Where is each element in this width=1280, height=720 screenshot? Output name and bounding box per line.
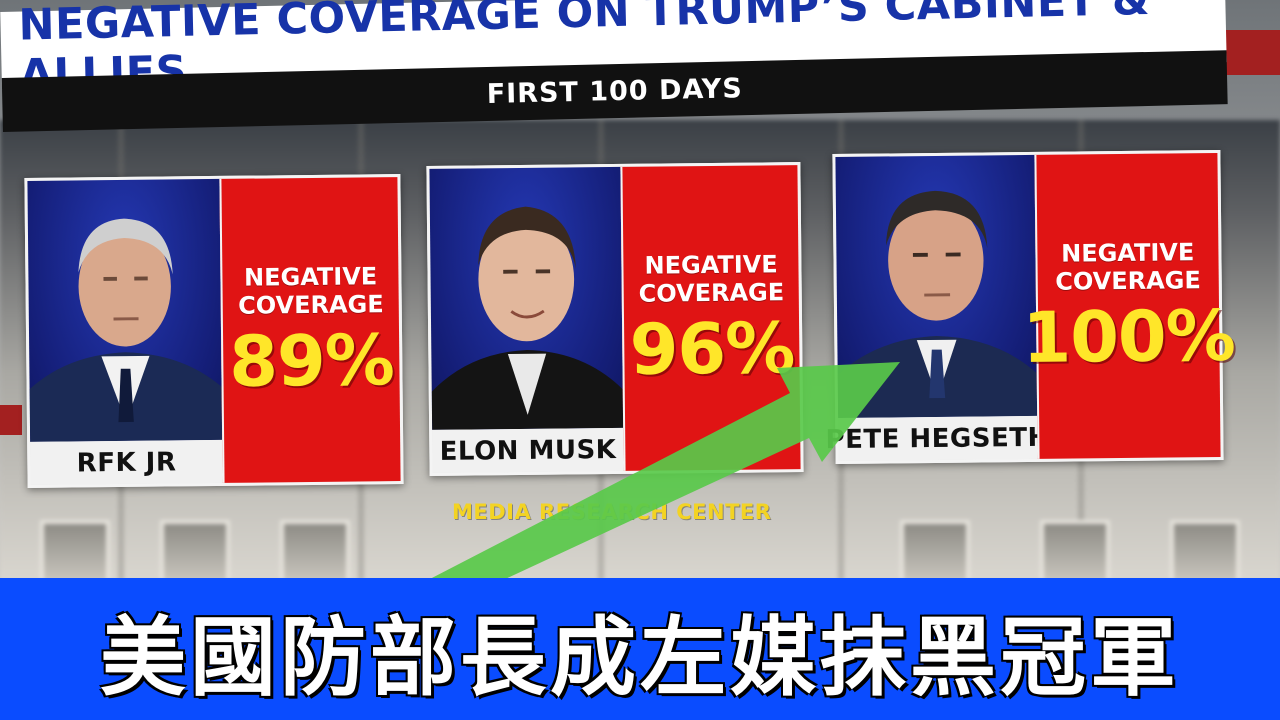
caption-bar: 美國防部長成左媒抹黑冠軍 xyxy=(0,578,1280,720)
coverage-card-rfk: RFK JR NEGATIVE COVERAGE 89% xyxy=(24,174,404,488)
background-window xyxy=(1170,520,1240,580)
portrait-figure xyxy=(29,218,223,443)
background-red-panel xyxy=(1225,30,1280,75)
coverage-card-hegseth: PETE HEGSETH NEGATIVE COVERAGE 100% xyxy=(825,149,1235,465)
background-red-panel xyxy=(0,405,22,435)
portrait-photo xyxy=(835,154,1037,419)
portrait-photo xyxy=(429,166,624,431)
stat-percentage: 100% xyxy=(1022,294,1236,379)
person-name-label: PETE HEGSETH xyxy=(825,416,1050,461)
portrait-figure xyxy=(431,206,624,431)
stat-label: NEGATIVE COVERAGE xyxy=(238,262,384,320)
background-window xyxy=(1040,520,1110,580)
background-window xyxy=(280,520,350,580)
background-window xyxy=(160,520,230,580)
stat-percentage: 96% xyxy=(629,306,795,391)
stat-label: NEGATIVE COVERAGE xyxy=(1055,238,1201,296)
stat-percentage: 89% xyxy=(228,318,395,403)
negative-coverage-stat: NEGATIVE COVERAGE 100% xyxy=(1022,153,1235,459)
person-name-label: RFK JR xyxy=(30,440,223,485)
negative-coverage-stat: NEGATIVE COVERAGE 96% xyxy=(620,165,801,471)
background-window xyxy=(40,520,110,580)
background-window xyxy=(900,520,970,580)
caption-text: 美國防部長成左媒抹黑冠軍 xyxy=(100,607,1180,708)
stat-label: NEGATIVE COVERAGE xyxy=(638,250,785,308)
coverage-card-musk: ELON MUSK NEGATIVE COVERAGE 96% xyxy=(426,162,804,476)
portrait-figure xyxy=(837,190,1037,419)
headline-banner: NEGATIVE COVERAGE ON TRUMP’S CABINET & A… xyxy=(0,0,1228,135)
source-credit: MEDIA RESEARCH CENTER xyxy=(452,500,772,524)
person-name-label: ELON MUSK xyxy=(432,428,624,473)
negative-coverage-stat: NEGATIVE COVERAGE 89% xyxy=(219,177,401,483)
portrait-photo xyxy=(27,178,223,443)
